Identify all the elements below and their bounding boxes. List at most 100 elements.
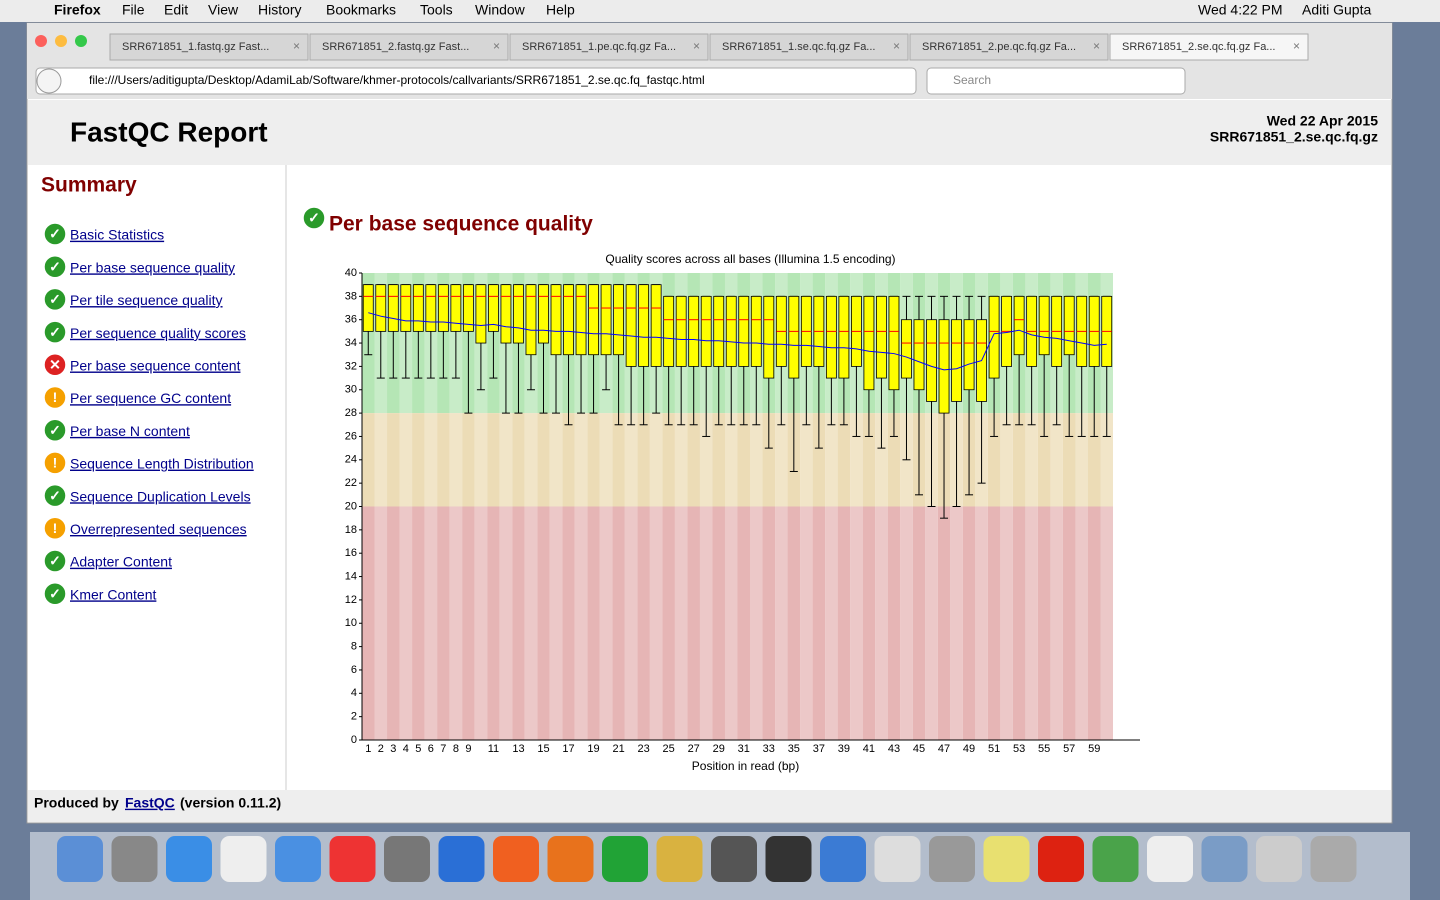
zone: [499, 506, 513, 740]
tab[interactable]: [1109, 33, 1309, 61]
dock-icon[interactable]: [602, 836, 648, 882]
zone: [762, 506, 776, 740]
zone: [800, 413, 813, 507]
minimize[interactable]: [55, 35, 67, 47]
dock-icon[interactable]: [384, 836, 430, 882]
menu-item[interactable]: File: [122, 2, 145, 18]
tab-title[interactable]: SRR671851_1.pe.qc.fq.gz Fa...: [522, 41, 676, 53]
summary-link[interactable]: Per sequence GC content: [70, 390, 231, 406]
x-tick-label: 4: [403, 743, 409, 755]
menu-item[interactable]: Tools: [420, 2, 453, 18]
app-menu[interactable]: Firefox: [54, 2, 101, 18]
summary-link[interactable]: Sequence Duplication Levels: [70, 488, 251, 504]
zone: [574, 413, 588, 507]
zone: [1025, 506, 1038, 740]
y-tick-label: 32: [345, 360, 357, 372]
close[interactable]: [35, 35, 47, 47]
dock-icon[interactable]: [111, 836, 158, 882]
summary-link[interactable]: Per sequence quality scores: [70, 325, 246, 341]
tab[interactable]: [509, 33, 709, 61]
tab[interactable]: [709, 33, 909, 61]
menu-item[interactable]: Bookmarks: [326, 2, 396, 18]
summary-link[interactable]: Per tile sequence quality: [70, 292, 223, 308]
dock-icon[interactable]: [1201, 836, 1248, 882]
dock-icon[interactable]: [1092, 836, 1139, 882]
menu-item[interactable]: History: [258, 2, 302, 18]
zone: [462, 413, 475, 507]
summary-link[interactable]: Per base N content: [70, 423, 190, 439]
tab[interactable]: [109, 33, 309, 61]
status-glyph: ✓: [49, 487, 61, 503]
zone: [1037, 506, 1051, 740]
menu-item[interactable]: Edit: [164, 2, 188, 18]
tab-title[interactable]: SRR671851_2.fastq.gz Fast...: [322, 41, 469, 53]
search-bar[interactable]: [926, 67, 1186, 95]
dock-icon[interactable]: [57, 836, 103, 882]
dock-icon[interactable]: [1310, 836, 1357, 882]
y-tick-label: 26: [345, 430, 357, 442]
box: [475, 284, 487, 344]
url-text[interactable]: file:///Users/aditigupta/Desktop/AdamiLa…: [89, 73, 705, 87]
box: [825, 295, 837, 379]
dock-icon[interactable]: [329, 836, 376, 882]
tab-close[interactable]: ×: [893, 39, 900, 53]
summary-link[interactable]: Per base sequence content: [70, 358, 241, 374]
dock-icon[interactable]: [220, 836, 267, 882]
zone: [537, 413, 550, 507]
dock-icon[interactable]: [874, 836, 921, 882]
menu-item[interactable]: Help: [546, 2, 575, 18]
dock-icon[interactable]: [166, 836, 212, 882]
menu-item[interactable]: Window: [475, 2, 526, 18]
summary-link[interactable]: Sequence Length Distribution: [70, 456, 254, 472]
dock-icon[interactable]: [547, 836, 594, 882]
dock-icon[interactable]: [656, 836, 703, 882]
x-tick-label: 21: [612, 743, 624, 755]
dock-icon[interactable]: [765, 836, 812, 882]
tab-close[interactable]: ×: [493, 39, 500, 53]
summary-link[interactable]: Overrepresented sequences: [70, 521, 247, 537]
tab[interactable]: [309, 33, 509, 61]
box: [563, 284, 574, 356]
back-button[interactable]: [36, 68, 62, 94]
zone: [1062, 506, 1076, 740]
summary-link[interactable]: Kmer Content: [70, 586, 156, 602]
x-tick-label: 57: [1063, 743, 1075, 755]
tab-close[interactable]: ×: [693, 39, 700, 53]
zone: [649, 413, 663, 507]
dock-icon[interactable]: [820, 836, 866, 882]
dock-icon[interactable]: [275, 836, 321, 882]
tab[interactable]: [909, 33, 1109, 61]
zone: [649, 506, 663, 740]
dock-icon[interactable]: [1038, 836, 1084, 882]
url-bar[interactable]: [35, 67, 917, 95]
tab-title[interactable]: SRR671851_1.se.qc.fq.gz Fa...: [722, 41, 875, 53]
box: [375, 284, 387, 332]
zoom[interactable]: [75, 35, 87, 47]
box: [412, 284, 424, 332]
dock-icon[interactable]: [1147, 836, 1193, 882]
y-tick-label: 20: [345, 500, 357, 512]
x-tick-label: 6: [428, 743, 434, 755]
tab-close[interactable]: ×: [293, 39, 300, 53]
search-placeholder[interactable]: Search: [953, 73, 991, 87]
tab-title[interactable]: SRR671851_2.se.qc.fq.gz Fa...: [1122, 41, 1275, 53]
tab-close[interactable]: ×: [1293, 39, 1300, 53]
menu-item[interactable]: View: [208, 2, 239, 18]
dock-icon[interactable]: [1256, 836, 1302, 882]
dock-icon[interactable]: [929, 836, 975, 882]
user[interactable]: Aditi Gupta: [1302, 2, 1371, 18]
dock-icon[interactable]: [711, 836, 757, 882]
tab-title[interactable]: SRR671851_1.fastq.gz Fast...: [122, 41, 269, 53]
summary-link[interactable]: Per base sequence quality: [70, 259, 235, 275]
tab-title[interactable]: SRR671851_2.pe.qc.fq.gz Fa...: [922, 41, 1076, 53]
dock-icon[interactable]: [493, 836, 539, 882]
footer-link[interactable]: FastQC: [125, 795, 175, 811]
tab-close[interactable]: ×: [1093, 39, 1100, 53]
dock-icon[interactable]: [983, 836, 1030, 882]
x-tick-label: 5: [415, 743, 421, 755]
dock-icon[interactable]: [438, 836, 485, 882]
zone: [387, 506, 400, 740]
summary-link[interactable]: Basic Statistics: [70, 227, 164, 243]
summary-link[interactable]: Adapter Content: [70, 554, 172, 570]
